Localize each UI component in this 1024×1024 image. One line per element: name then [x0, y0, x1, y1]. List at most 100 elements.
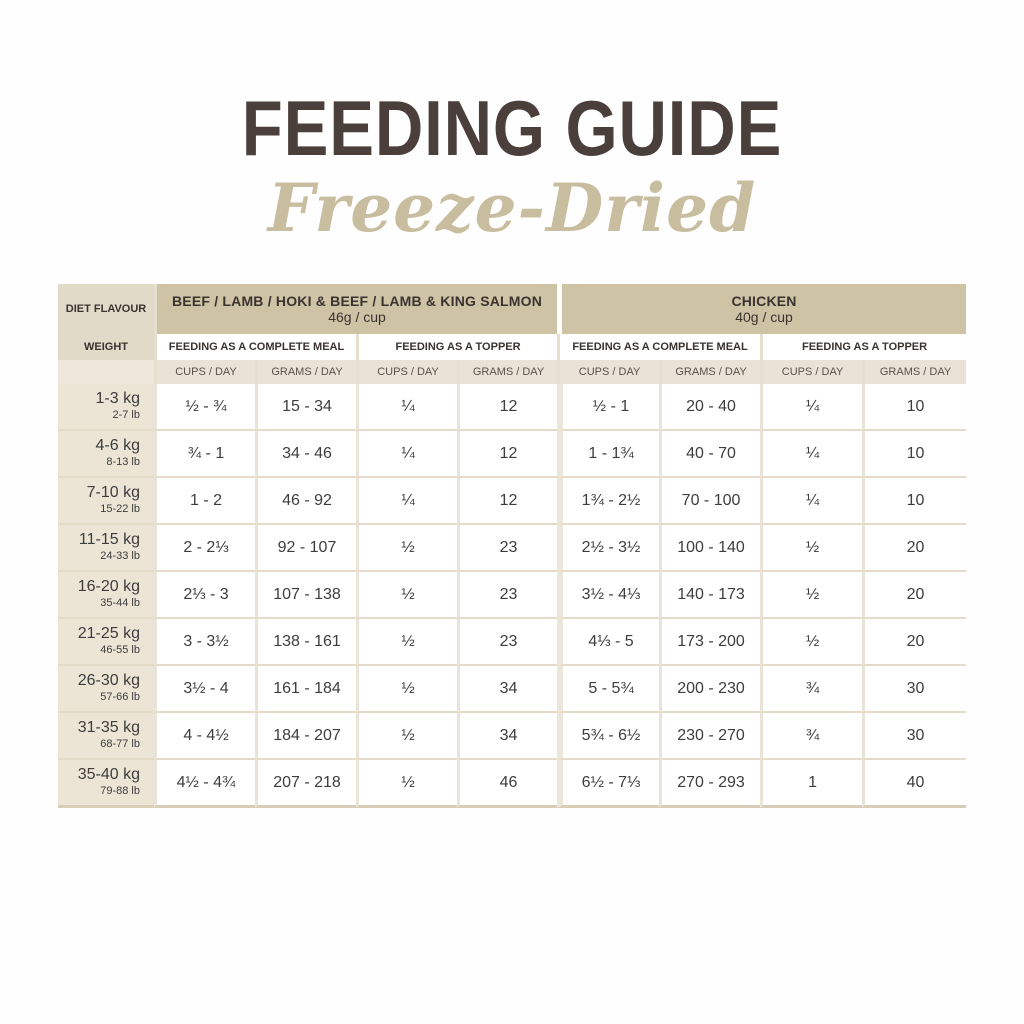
table-cell: 3 - 3½	[154, 619, 255, 666]
weight-kg: 31-35 kg	[77, 718, 140, 736]
table-cell: 10	[862, 478, 967, 525]
table-cell: 2⅓ - 3	[154, 572, 255, 619]
table-cell: 92 - 107	[255, 525, 356, 572]
weight-kg: 1-3 kg	[95, 389, 140, 407]
unit-header: GRAMS / DAY	[457, 360, 558, 384]
feeding-mode-header: FEEDING AS A TOPPER	[356, 334, 558, 360]
table-cell: ½	[760, 525, 863, 572]
unit-header: CUPS / DAY	[557, 360, 660, 384]
table-cell: 30	[862, 666, 967, 713]
weight-lb: 57-66 lb	[100, 690, 140, 703]
feeding-guide-table: DIET FLAVOUR BEEF / LAMB / HOKI & BEEF /…	[58, 284, 967, 808]
table-cell: ½	[356, 760, 457, 808]
table-cell: ¼	[356, 384, 457, 431]
unit-spacer	[58, 360, 154, 384]
table-cell: ½	[356, 666, 457, 713]
table-cell: 10	[862, 431, 967, 478]
table-cell: 1	[760, 760, 863, 808]
table-cell: ¼	[356, 478, 457, 525]
weight-cell: 31-35 kg 68-77 lb	[58, 713, 154, 760]
table-cell: 230 - 270	[659, 713, 761, 760]
table-cell: 40	[862, 760, 967, 808]
table-cell: 140 - 173	[659, 572, 761, 619]
table-cell: 2½ - 3½	[557, 525, 660, 572]
table-cell: 10	[862, 384, 967, 431]
table-cell: 6½ - 7⅓	[557, 760, 660, 808]
table-cell: 23	[457, 619, 558, 666]
table-cell: 12	[457, 384, 558, 431]
weight-cell: 26-30 kg 57-66 lb	[58, 666, 154, 713]
table-cell: 5 - 5¾	[557, 666, 660, 713]
table-cell: 23	[457, 525, 558, 572]
table-row: 31-35 kg 68-77 lb 4 - 4½ 184 - 207 ½ 34 5¾ - 6…	[58, 713, 967, 760]
table-row: 26-30 kg 57-66 lb 3½ - 4 161 - 184 ½ 34 5 - 5¾…	[58, 666, 967, 713]
table-cell: 1¾ - 2½	[557, 478, 660, 525]
weight-cell: 11-15 kg 24-33 lb	[58, 525, 154, 572]
page-title: FEEDING GUIDE	[241, 84, 783, 172]
weight-lb: 46-55 lb	[100, 643, 140, 656]
table-cell: 200 - 230	[659, 666, 761, 713]
flavour-density: 40g / cup	[735, 309, 793, 325]
table-cell: ¼	[760, 431, 863, 478]
diet-flavour-label: DIET FLAVOUR	[58, 284, 154, 334]
table-cell: 20	[862, 619, 967, 666]
weight-cell: 1-3 kg 2-7 lb	[58, 384, 154, 431]
weight-kg: 21-25 kg	[77, 624, 140, 642]
table-cell: 12	[457, 431, 558, 478]
table-row: 1-3 kg 2-7 lb ½ - ¾ 15 - 34 ¼ 12 ½ - 1 20 - 40 ¼…	[58, 384, 967, 431]
weight-kg: 16-20 kg	[77, 577, 140, 595]
weight-lb: 2-7 lb	[112, 408, 140, 421]
flavour-name: CHICKEN	[731, 293, 797, 309]
weight-kg: 11-15 kg	[78, 530, 140, 548]
weight-kg: 4-6 kg	[95, 436, 140, 454]
flavour-header-beef-lamb: BEEF / LAMB / HOKI & BEEF / LAMB & KING …	[154, 284, 558, 334]
table-cell: 1 - 2	[154, 478, 255, 525]
flavour-density: 46g / cup	[328, 309, 386, 325]
table-row: 16-20 kg 35-44 lb 2⅓ - 3 107 - 138 ½ 23 3½ - 4…	[58, 572, 967, 619]
table-cell: 34	[457, 713, 558, 760]
table-cell: 107 - 138	[255, 572, 356, 619]
table-cell: 30	[862, 713, 967, 760]
weight-lb: 79-88 lb	[100, 784, 140, 797]
table-cell: ½	[760, 572, 863, 619]
unit-header: CUPS / DAY	[154, 360, 255, 384]
weight-kg: 26-30 kg	[77, 671, 140, 689]
weight-cell: 7-10 kg 15-22 lb	[58, 478, 154, 525]
table-cell: ¼	[760, 384, 863, 431]
table-row: 21-25 kg 46-55 lb 3 - 3½ 138 - 161 ½ 23 4⅓ - 5…	[58, 619, 967, 666]
table-cell: ½	[356, 619, 457, 666]
feeding-mode-header: FEEDING AS A COMPLETE MEAL	[557, 334, 761, 360]
weight-lb: 35-44 lb	[100, 596, 140, 609]
feeding-mode-header: FEEDING AS A COMPLETE MEAL	[154, 334, 356, 360]
table-cell: 4½ - 4¾	[154, 760, 255, 808]
weight-cell: 16-20 kg 35-44 lb	[58, 572, 154, 619]
table-cell: 2 - 2⅓	[154, 525, 255, 572]
table-cell: ½	[356, 713, 457, 760]
flavour-name: BEEF / LAMB / HOKI & BEEF / LAMB & KING …	[171, 293, 543, 309]
weight-cell: 21-25 kg 46-55 lb	[58, 619, 154, 666]
table-cell: ¾	[760, 666, 863, 713]
table-cell: ¼	[760, 478, 863, 525]
table-cell: 4⅓ - 5	[557, 619, 660, 666]
feeding-mode-header: FEEDING AS A TOPPER	[760, 334, 967, 360]
weight-lb: 68-77 lb	[100, 737, 140, 750]
table-body: 1-3 kg 2-7 lb ½ - ¾ 15 - 34 ¼ 12 ½ - 1 20 - 40 ¼…	[58, 384, 967, 808]
table-cell: 15 - 34	[255, 384, 356, 431]
weight-kg: 35-40 kg	[77, 765, 140, 783]
table-row: 4-6 kg 8-13 lb ¾ - 1 34 - 46 ¼ 12 1 - 1¾ 40 - 7…	[58, 431, 967, 478]
table-cell: ¾ - 1	[154, 431, 255, 478]
table-cell: ¾	[760, 713, 863, 760]
unit-header: GRAMS / DAY	[659, 360, 761, 384]
table-cell: ½ - 1	[557, 384, 660, 431]
table-cell: 70 - 100	[659, 478, 761, 525]
table-cell: 46	[457, 760, 558, 808]
weight-lb: 24-33 lb	[100, 549, 140, 562]
table-cell: 20	[862, 525, 967, 572]
table-cell: ½	[356, 572, 457, 619]
table-cell: 207 - 218	[255, 760, 356, 808]
table-cell: 5¾ - 6½	[557, 713, 660, 760]
table-cell: 173 - 200	[659, 619, 761, 666]
table-cell: 1 - 1¾	[557, 431, 660, 478]
table-cell: 23	[457, 572, 558, 619]
table-cell: 40 - 70	[659, 431, 761, 478]
